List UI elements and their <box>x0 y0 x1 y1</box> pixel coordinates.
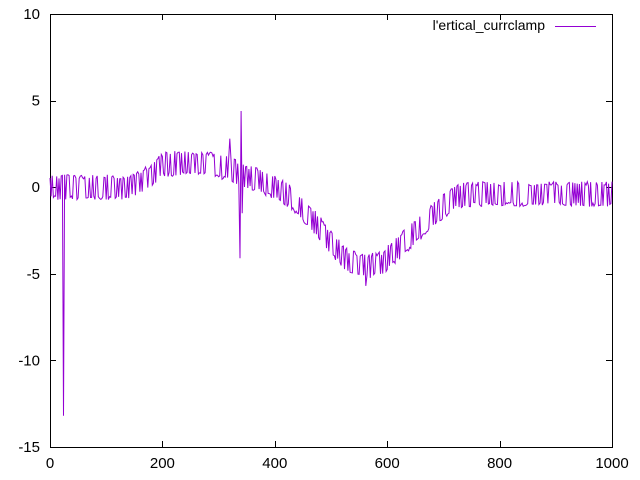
y-tick-label: -10 <box>18 352 40 369</box>
series-line <box>49 110 613 416</box>
y-tick-label: -15 <box>18 439 40 456</box>
x-tick-label: 0 <box>46 455 54 472</box>
x-tick-label: 1000 <box>595 455 628 472</box>
y-tick-label: 0 <box>32 179 40 196</box>
x-tick-label: 600 <box>375 455 400 472</box>
series-layer <box>49 110 613 416</box>
x-tick-label: 800 <box>487 455 512 472</box>
plot-frame <box>50 14 613 448</box>
y-tick-label: 5 <box>32 93 40 110</box>
x-tick-label: 200 <box>150 455 175 472</box>
legend-label: l'ertical_currclamp <box>433 17 546 33</box>
axis-tick-labels: 0 200 400 600 800 1000 -15 -10 -5 0 5 10 <box>18 6 628 472</box>
axis-ticks <box>50 14 613 448</box>
x-tick-label: 400 <box>262 455 287 472</box>
y-tick-label: -5 <box>27 266 40 283</box>
legend: l'ertical_currclamp <box>433 17 596 33</box>
y-tick-label: 10 <box>23 6 40 23</box>
